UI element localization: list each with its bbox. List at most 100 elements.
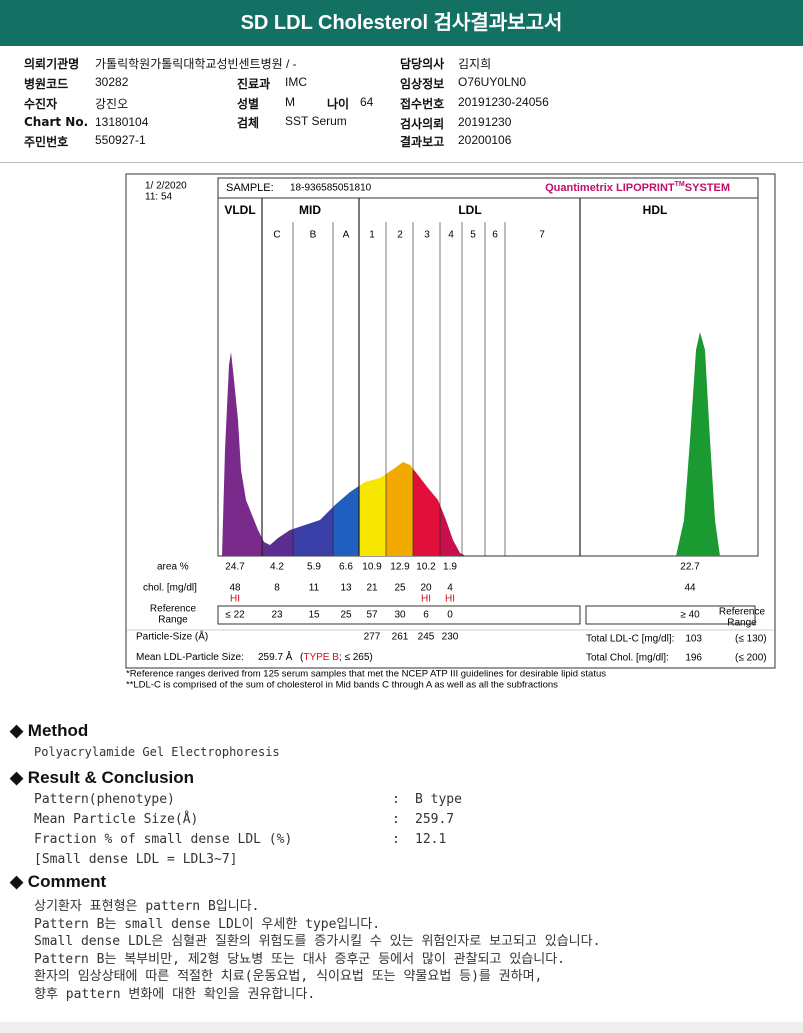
row-label: chol. [mg/dl] (143, 583, 197, 594)
reference-value: ≥ 40 (680, 610, 700, 621)
area-value: 10.9 (362, 562, 382, 573)
result-note: [Small dense LDL = LDL3~7] (34, 852, 238, 867)
info-label: 수진자 (24, 97, 58, 111)
total-ldl-range: (≤ 130) (735, 634, 767, 645)
area-value: 6.6 (339, 562, 353, 573)
particle-size: 245 (418, 632, 435, 643)
band-dividers (261, 198, 581, 556)
electrophoresis-figure: 1/ 2/2020 11: 54 SAMPLE: 18-936585051810… (125, 173, 776, 691)
brand-tm: TM (675, 181, 685, 188)
hi-flag: HI (421, 594, 431, 605)
result-label: Mean Particle Size(Å) (34, 812, 199, 827)
area-value: 24.7 (225, 562, 245, 573)
result-value: B type (415, 792, 462, 807)
particle-size: 230 (442, 632, 459, 643)
info-value: M (285, 95, 295, 109)
info-value: 550927-1 (95, 133, 146, 147)
total-ldl-value: 103 (685, 634, 702, 645)
info-label: Chart No. (24, 115, 89, 129)
particle-size: 261 (392, 632, 409, 643)
result-label: Pattern(phenotype) (34, 792, 175, 807)
result-separator: : (392, 832, 400, 847)
info-label: 주민번호 (24, 135, 69, 149)
sample-label: SAMPLE: (226, 182, 274, 194)
area-value: 10.2 (416, 562, 436, 573)
area-value: 12.9 (390, 562, 410, 573)
group-label: HDL (643, 203, 668, 217)
info-value: IMC (285, 75, 307, 89)
footnote: *Reference ranges derived from 125 serum… (126, 669, 606, 680)
chol-value: 8 (274, 583, 280, 594)
band-label: 1 (369, 230, 375, 241)
hi-flag: HI (230, 594, 240, 605)
area-value: 22.7 (680, 562, 700, 573)
reference-box (585, 605, 756, 625)
brand-name: Quantimetrix LIPOPRINT (545, 182, 675, 194)
info-label: 의뢰기관명 (24, 57, 80, 71)
group-label: LDL (458, 203, 481, 217)
mean-ldl: Mean LDL-Particle Size: 259.7 Å (TYPE B; ≤… (136, 650, 373, 663)
chol-value: 25 (394, 583, 406, 594)
heading-text: Comment (27, 872, 107, 891)
comment-line: Pattern B는 복부비만, 제2형 당뇨병 또는 대사 증후군 등에서 많… (34, 951, 565, 967)
particle-size: 277 (364, 632, 381, 643)
info-value: 13180104 (95, 115, 149, 129)
row-label: Range (158, 615, 188, 626)
info-value: 20191230-24056 (458, 95, 549, 109)
total-chol-value: 196 (685, 653, 702, 664)
comment-line: Small dense LDL은 심혈관 질환의 위험도를 증가시킬 수 있는 … (34, 934, 601, 949)
chol-value: 11 (309, 583, 320, 594)
reference-box (217, 605, 581, 625)
info-label: 성별 (237, 97, 260, 111)
result-separator: : (392, 812, 400, 827)
info-value: 김지희 (458, 57, 492, 71)
info-label: 담당의사 (400, 57, 445, 71)
chol-value: 13 (340, 583, 352, 594)
info-value: 64 (360, 95, 374, 109)
reference-value: 23 (271, 610, 283, 621)
row-label: area % (157, 562, 189, 573)
band-label: 2 (397, 230, 403, 241)
info-label: 나이 (327, 97, 350, 111)
plot-frame (217, 197, 759, 557)
chol-value: 48 (229, 583, 241, 594)
total-ldl-label: Total LDL-C [mg/dl]: (586, 634, 674, 645)
footer-band (0, 1022, 803, 1033)
divider (0, 162, 803, 163)
reference-value: 15 (308, 610, 320, 621)
info-value: SST Serum (285, 114, 347, 128)
area-value: 5.9 (307, 562, 321, 573)
section-heading: ◆ Result & Conclusion (10, 768, 195, 787)
info-label: 임상정보 (400, 77, 445, 91)
reference-value: 30 (394, 610, 406, 621)
info-label: 결과보고 (400, 135, 445, 149)
hi-flag: HI (445, 594, 455, 605)
info-label: 접수번호 (400, 97, 445, 111)
info-value: 20191230 (458, 115, 512, 129)
mean-ldl-type: TYPE B (303, 652, 339, 663)
info-value: 20200106 (458, 133, 512, 147)
info-label: 진료과 (237, 77, 271, 91)
band-label: B (310, 230, 317, 241)
sample-id: 18-936585051810 (290, 183, 372, 194)
area-value: 4.2 (270, 562, 284, 573)
area-value: 1.9 (443, 562, 457, 573)
band-label: 7 (539, 230, 545, 241)
group-label: MID (299, 203, 321, 217)
row-label: Reference (150, 604, 197, 615)
reference-value: 25 (340, 610, 352, 621)
group-label: VLDL (224, 203, 255, 217)
comment-line: Pattern B는 small dense LDL이 우세한 type입니다. (34, 916, 381, 932)
chol-value: 4 (447, 583, 453, 594)
band-label: 6 (492, 230, 498, 241)
info-label: 검사의뢰 (400, 117, 445, 131)
method-text: Polyacrylamide Gel Electrophoresis (34, 745, 280, 759)
comment-line: 향후 pattern 변화에 대한 확인을 권유합니다. (34, 986, 316, 1002)
reference-value: ≤ 22 (225, 610, 245, 621)
particle-size-label: Particle-Size (Å) (136, 630, 208, 643)
band-label: A (343, 230, 350, 241)
reference-value: 0 (447, 610, 453, 621)
result-separator: : (392, 792, 400, 807)
